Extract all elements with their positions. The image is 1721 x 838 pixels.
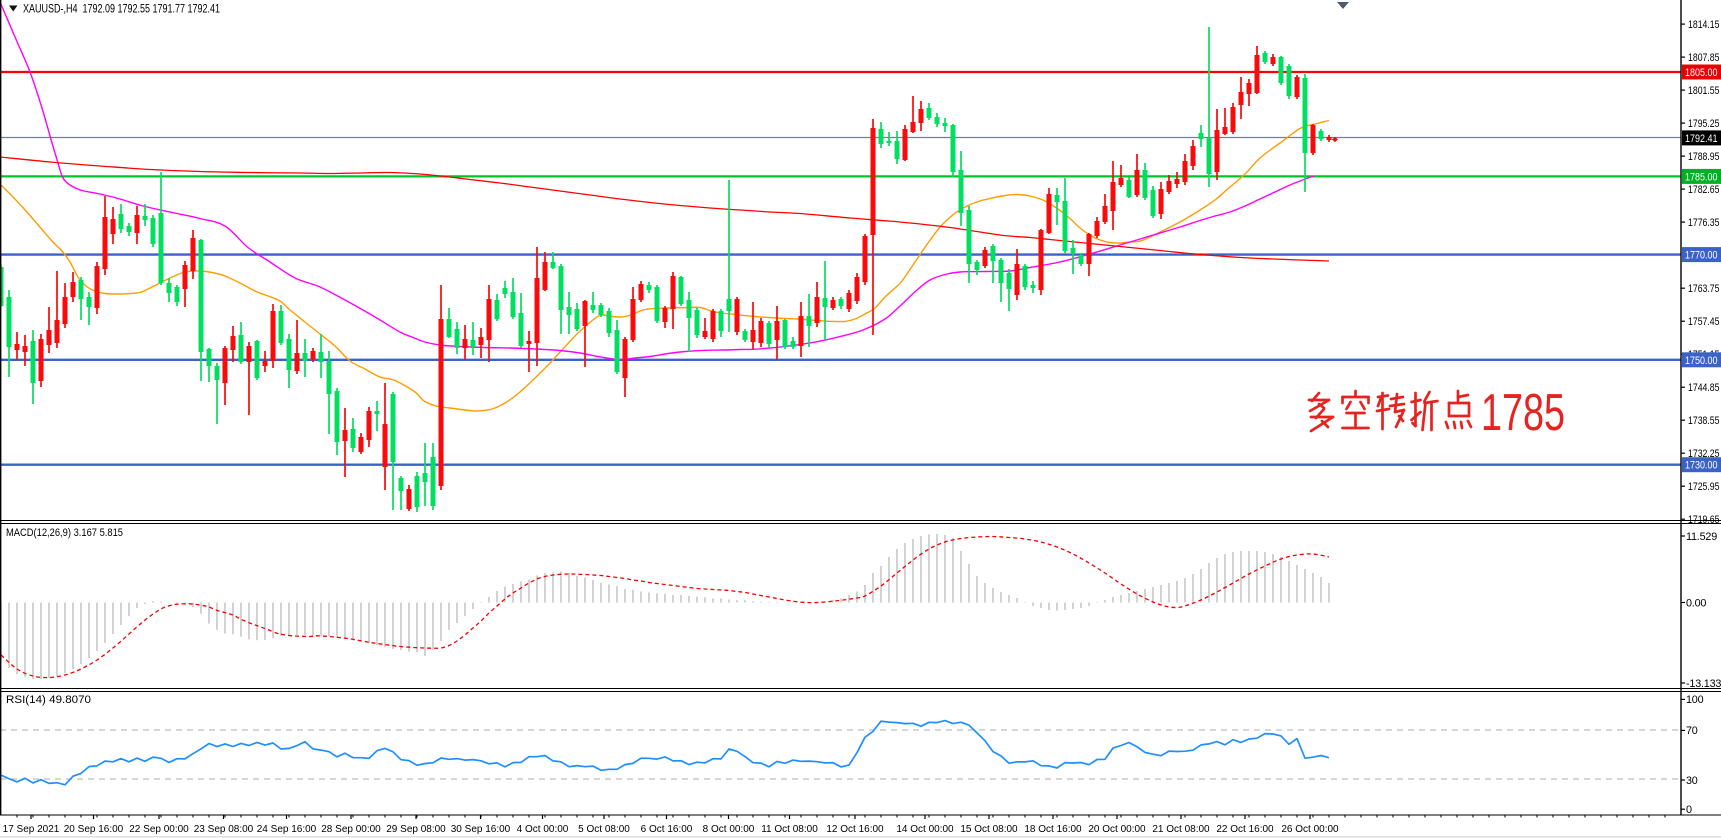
svg-text:8 Oct 00:00: 8 Oct 00:00 xyxy=(703,824,755,835)
svg-text:30: 30 xyxy=(1686,775,1698,787)
svg-text:-13.133: -13.133 xyxy=(1686,678,1721,690)
svg-text:22 Sep 00:00: 22 Sep 00:00 xyxy=(129,824,189,835)
svg-text:12 Oct 16:00: 12 Oct 16:00 xyxy=(826,824,884,835)
svg-text:24 Sep 16:00: 24 Sep 16:00 xyxy=(257,824,317,835)
svg-text:1792.41: 1792.41 xyxy=(1685,133,1718,145)
svg-text:1785.00: 1785.00 xyxy=(1685,171,1718,183)
svg-text:1757.45: 1757.45 xyxy=(1688,316,1720,328)
svg-text:20 Oct 00:00: 20 Oct 00:00 xyxy=(1088,824,1146,835)
svg-text:1795.25: 1795.25 xyxy=(1688,118,1720,130)
svg-text:14 Oct 00:00: 14 Oct 00:00 xyxy=(896,824,954,835)
svg-text:11 Oct 08:00: 11 Oct 08:00 xyxy=(761,824,818,835)
svg-text:1730.00: 1730.00 xyxy=(1685,460,1718,472)
svg-text:11.529: 11.529 xyxy=(1686,531,1717,543)
svg-text:1725.95: 1725.95 xyxy=(1688,481,1720,493)
svg-text:1770.00: 1770.00 xyxy=(1685,250,1718,262)
svg-text:1763.75: 1763.75 xyxy=(1688,283,1720,295)
svg-text:1788.95: 1788.95 xyxy=(1688,151,1720,163)
svg-text:17 Sep 2021: 17 Sep 2021 xyxy=(3,824,60,835)
svg-text:0: 0 xyxy=(1686,804,1692,816)
svg-text:1732.25: 1732.25 xyxy=(1688,448,1720,460)
svg-text:6 Oct 16:00: 6 Oct 16:00 xyxy=(641,824,693,835)
svg-text:1719.65: 1719.65 xyxy=(1688,514,1720,526)
svg-text:23 Sep 08:00: 23 Sep 08:00 xyxy=(194,824,254,835)
svg-text:22 Oct 16:00: 22 Oct 16:00 xyxy=(1216,824,1274,835)
svg-text:XAUUSD-,H4 1792.09 1792.55 17: XAUUSD-,H4 1792.09 1792.55 1791.77 1792.… xyxy=(23,2,220,16)
svg-text:MACD(12,26,9) 3.167 5.815: MACD(12,26,9) 3.167 5.815 xyxy=(6,527,123,539)
svg-text:1814.15: 1814.15 xyxy=(1688,19,1720,31)
svg-text:21 Oct 08:00: 21 Oct 08:00 xyxy=(1152,824,1210,835)
svg-text:1744.85: 1744.85 xyxy=(1688,382,1720,394)
svg-text:4 Oct 00:00: 4 Oct 00:00 xyxy=(517,824,569,835)
svg-text:1805.00: 1805.00 xyxy=(1685,67,1718,79)
svg-text:1807.85: 1807.85 xyxy=(1688,52,1720,64)
svg-text:RSI(14) 49.8070: RSI(14) 49.8070 xyxy=(6,694,91,706)
svg-text:0.00: 0.00 xyxy=(1686,597,1706,609)
svg-text:1750.00: 1750.00 xyxy=(1685,355,1718,367)
svg-text:28 Sep 00:00: 28 Sep 00:00 xyxy=(321,824,381,835)
svg-text:18 Oct 16:00: 18 Oct 16:00 xyxy=(1024,824,1082,835)
svg-text:29 Sep 08:00: 29 Sep 08:00 xyxy=(386,824,446,835)
svg-text:15 Oct 08:00: 15 Oct 08:00 xyxy=(960,824,1018,835)
svg-text:26 Oct 00:00: 26 Oct 00:00 xyxy=(1281,824,1339,835)
svg-text:100: 100 xyxy=(1686,694,1704,706)
svg-text:1738.55: 1738.55 xyxy=(1688,415,1720,427)
svg-text:1801.55: 1801.55 xyxy=(1688,85,1720,97)
svg-text:70: 70 xyxy=(1686,725,1698,737)
svg-text:30 Sep 16:00: 30 Sep 16:00 xyxy=(451,824,511,835)
svg-text:5 Oct 08:00: 5 Oct 08:00 xyxy=(578,824,630,835)
svg-text:1782.65: 1782.65 xyxy=(1688,184,1720,196)
svg-text:20 Sep 16:00: 20 Sep 16:00 xyxy=(64,824,124,835)
svg-text:1785: 1785 xyxy=(1481,384,1565,442)
svg-text:1776.35: 1776.35 xyxy=(1688,217,1720,229)
